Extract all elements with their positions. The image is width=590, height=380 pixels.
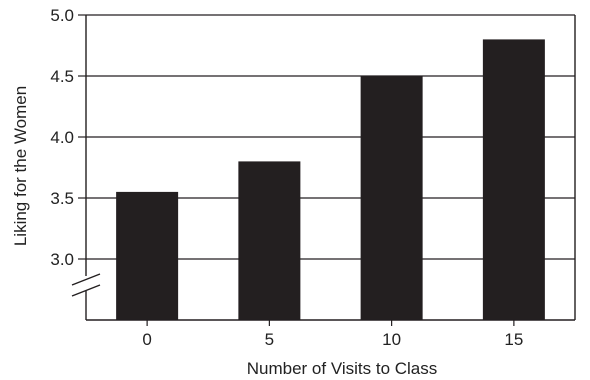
bar-10 [360, 76, 423, 320]
bar-5 [238, 161, 301, 320]
axis-break-mark [71, 284, 101, 297]
y-tick-label: 3.5 [50, 189, 74, 208]
bar-15 [482, 39, 545, 321]
y-tick-label: 4.5 [50, 67, 74, 86]
x-tick-label: 5 [265, 330, 274, 349]
y-tick-label: 5.0 [50, 6, 74, 25]
y-tick-label: 4.0 [50, 128, 74, 147]
x-tick-label: 15 [504, 330, 523, 349]
bars [116, 39, 545, 321]
x-axis-title: Number of Visits to Class [247, 359, 438, 378]
axis-break-mark [71, 273, 101, 286]
bar-0 [116, 191, 179, 320]
axes [71, 14, 576, 326]
y-tick-labels: 3.0 3.5 4.0 4.5 5.0 [50, 6, 74, 269]
x-tick-label: 0 [142, 330, 151, 349]
y-axis-title: Liking for the Women [11, 86, 30, 246]
x-tick-labels: 0 5 10 15 [142, 330, 523, 349]
y-tick-label: 3.0 [50, 250, 74, 269]
x-tick-label: 10 [382, 330, 401, 349]
